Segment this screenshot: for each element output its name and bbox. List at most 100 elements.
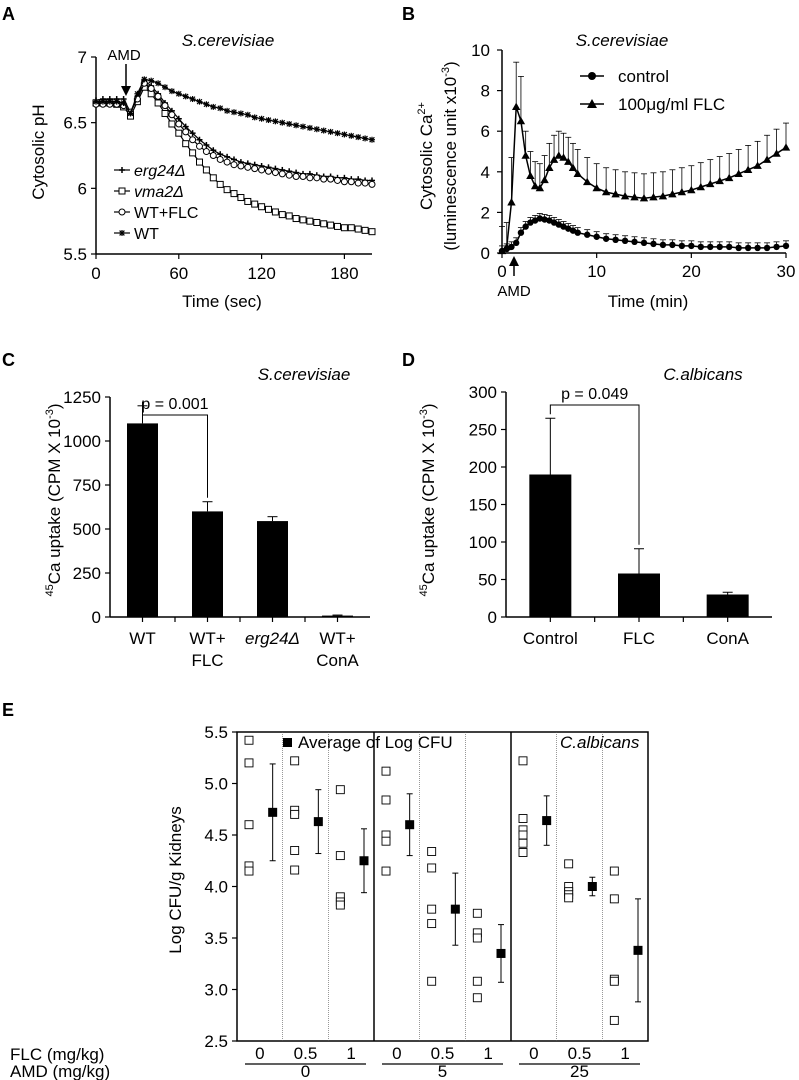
panel-a-point [251, 165, 259, 173]
panel-a-point [216, 180, 224, 188]
panel-e-column-3 [381, 766, 415, 876]
panel-b-point [507, 198, 516, 206]
panel-a-point [120, 99, 127, 106]
panel-c-category-label: FLC [191, 651, 223, 670]
panel-b-point [535, 183, 545, 192]
panel-e-point [381, 766, 391, 776]
panel-a-point [162, 84, 168, 91]
panel-b-legend-label: control [618, 67, 669, 86]
svg-text:45Ca uptake (CPM X 10-3): 45Ca uptake (CPM X 10-3) [418, 403, 438, 596]
panel-e-point [609, 1015, 619, 1025]
panel-a-point [278, 211, 286, 219]
panel-a-point [209, 174, 217, 182]
panel-b-point [772, 149, 781, 157]
panel-b-ytick-label: 10 [471, 41, 490, 60]
panel-e-mean-marker [587, 882, 597, 891]
panel-c-category-label: WT+ [319, 629, 355, 648]
panel-c-ytick-label: 1000 [63, 432, 101, 451]
panel-b-xtick-label: 20 [682, 262, 701, 281]
panel-e-flc-label: 0 [255, 1044, 264, 1063]
panel-a-point [99, 98, 106, 105]
panel-b-point [508, 243, 515, 251]
panel-d-ytick-label: 100 [469, 533, 497, 552]
panel-a-point [340, 178, 348, 186]
panel-a-point [189, 136, 197, 144]
panel-e-point [472, 993, 482, 1003]
panel-a-xlabel: Time (sec) [182, 292, 262, 311]
panel-a-point [230, 190, 238, 198]
panel-b-xtick-label: 30 [777, 262, 796, 281]
panel-a-point [148, 77, 155, 84]
panel-b-point [782, 242, 790, 250]
panel-e-mean-marker [268, 807, 278, 817]
panel-d-ytick-label: 300 [469, 383, 497, 402]
panel-e-row-label-amd: AMD (mg/kg) [10, 1062, 110, 1080]
panel-b-series-0 [498, 213, 790, 255]
panel-e-point [518, 814, 528, 823]
panel-e-ytick-label: 3.5 [204, 929, 228, 948]
panel-a-point [210, 103, 217, 110]
panel-a-point [154, 99, 162, 107]
panel-b-point [611, 189, 620, 198]
panel-e-point [381, 866, 391, 876]
panel-e-point [472, 933, 482, 943]
panel-c-p-value: p = 0.001 [141, 396, 208, 413]
panel-b-point [726, 243, 733, 251]
panel-e-point [381, 836, 391, 846]
panel-b-point [715, 176, 724, 185]
panel-a-point [285, 171, 293, 179]
panel-d-bar-group: ConA [706, 591, 750, 648]
panel-a-point [272, 118, 279, 125]
panel-a-point [209, 152, 217, 159]
panel-a-point [306, 124, 313, 131]
panel-e-point [244, 735, 254, 745]
panel-e-flc-label: 0.5 [568, 1044, 592, 1063]
panel-b-ytick-label: 4 [481, 163, 490, 182]
panel-b-point [545, 163, 554, 171]
panel-a-point [203, 141, 210, 148]
panel-d-bar [529, 474, 572, 617]
panel-b: B S.cerevisiae Cytosolic Ca2+ (luminesce… [402, 4, 795, 311]
panel-b-point [687, 185, 696, 194]
panel-b-point [526, 171, 535, 180]
panel-a-point [369, 136, 375, 143]
panel-b-point [688, 242, 695, 250]
panel-e-flc-label: 0 [529, 1044, 538, 1063]
panel-d-title: C.albicans [663, 365, 743, 384]
panel-c-category-label: WT [129, 629, 155, 648]
panel-a-point [265, 167, 272, 175]
panel-e-ylabel: Log CFU/g Kidneys [166, 806, 185, 953]
panel-e-flc-label: 1 [483, 1044, 492, 1063]
panel-e-ytick-label: 5.5 [204, 723, 228, 742]
panel-b-point [640, 239, 648, 247]
panel-a-point [203, 101, 210, 108]
panel-a-point [354, 179, 362, 187]
panel-a-point [168, 88, 175, 95]
panel-b-point [601, 187, 611, 196]
panel-label-b: B [402, 4, 415, 24]
panel-b-point [735, 244, 742, 252]
panel-a-point [217, 105, 224, 112]
panel-a-point [189, 96, 196, 103]
panel-a-point [292, 215, 300, 223]
panel-a-point [244, 111, 251, 118]
panel-a-point [231, 109, 237, 116]
panel-b-ytick-label: 2 [481, 203, 490, 222]
panel-c-bar [257, 521, 288, 617]
panel-a-point [368, 180, 376, 188]
panel-a-xtick-label: 60 [169, 264, 188, 283]
panel-a-point [196, 142, 203, 150]
panel-a-series-1 [92, 83, 376, 236]
panel-a-point [368, 228, 376, 236]
panel-d-bar-group: Control [523, 417, 578, 648]
panel-e-point [290, 865, 300, 875]
panel-b-point [530, 181, 540, 190]
panel-e-point [518, 848, 528, 857]
panel-e-point [564, 893, 574, 903]
svg-text:45Ca uptake (CPM X 10-3): 45Ca uptake (CPM X 10-3) [44, 403, 64, 596]
panel-b-series-line [501, 217, 787, 252]
panel-a-point [341, 131, 348, 138]
panel-c-category-label: WT+ [189, 629, 225, 648]
panel-b-point [593, 233, 600, 240]
